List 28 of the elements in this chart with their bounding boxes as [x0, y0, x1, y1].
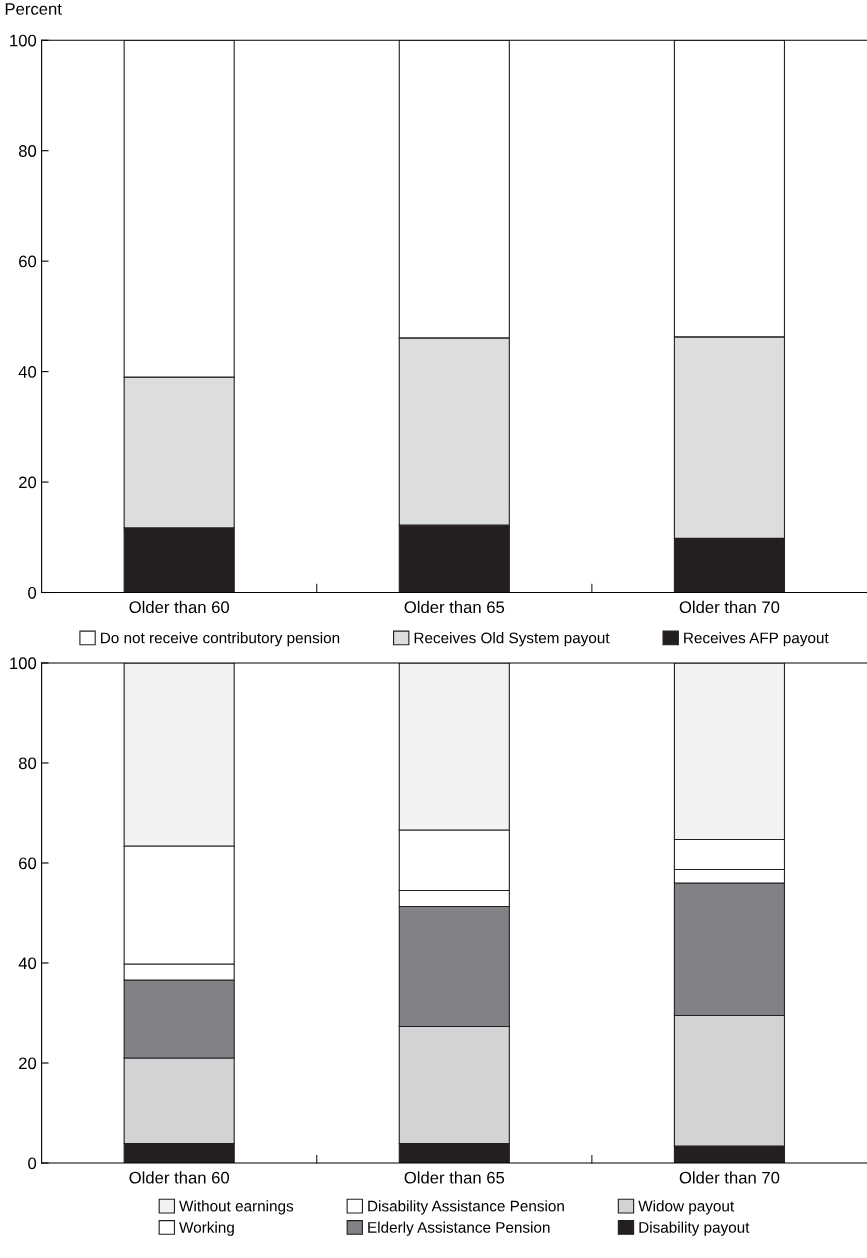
y-tick-label: 100 — [10, 34, 37, 47]
x-tick-label: Older than 70 — [679, 1171, 780, 1184]
x-tick-label: Older than 70 — [679, 600, 780, 614]
y-tick-label: 20 — [19, 1057, 37, 1070]
y-axis-title: Percent — [5, 3, 62, 15]
x-tick-label: Older than 65 — [404, 1171, 505, 1184]
legend-label: Working — [179, 1221, 234, 1236]
y-tick-label: 0 — [28, 586, 37, 599]
y-tick-label: 60 — [19, 857, 37, 870]
legend-label: Disability payout — [639, 1221, 750, 1236]
legend-label: Widow payout — [638, 1200, 735, 1215]
y-tick-label: 0 — [28, 1157, 37, 1170]
y-tick-label: 60 — [19, 255, 37, 268]
x-tick-label: Older than 60 — [129, 1171, 230, 1184]
y-tick-label: 80 — [18, 757, 37, 770]
y-tick-label: 20 — [19, 476, 37, 489]
y-tick-label: 100 — [10, 657, 37, 670]
y-tick-label: 40 — [18, 957, 37, 970]
x-tick-label: Older than 60 — [129, 600, 230, 614]
legend-label: Receives Old System payout — [414, 632, 610, 647]
legend-label: Without earnings — [179, 1200, 294, 1215]
x-tick-label: Older than 65 — [404, 600, 505, 614]
y-tick-label: 80 — [18, 145, 37, 157]
legend-label: Receives AFP payout — [684, 632, 829, 647]
y-tick-label: 40 — [18, 366, 37, 378]
legend-label: Elderly Assistance Pension — [368, 1221, 550, 1236]
legend-label: Disability Assistance Pension — [368, 1200, 564, 1215]
legend-label: Do not receive contributory pension — [101, 632, 340, 647]
